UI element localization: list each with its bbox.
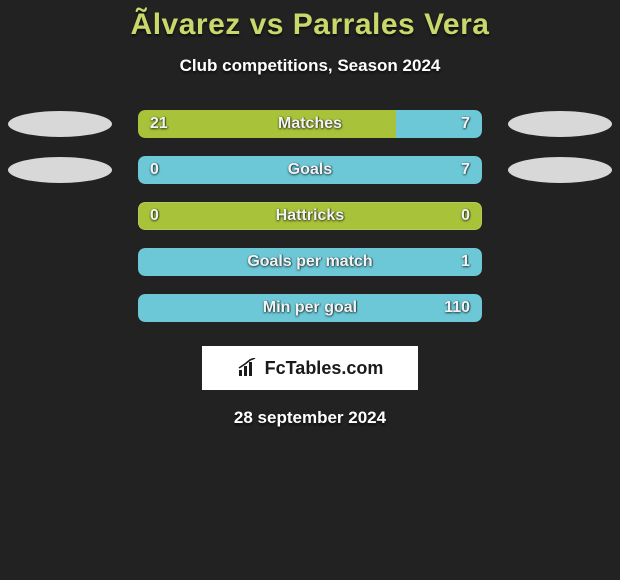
brand-badge: FcTables.com <box>202 346 418 390</box>
stat-value-right: 110 <box>444 294 470 322</box>
stat-label: Goals <box>138 156 482 184</box>
flag-spacer <box>8 203 112 229</box>
player-flag-left <box>8 157 112 183</box>
stat-bar: 0Goals7 <box>138 156 482 184</box>
flag-spacer <box>508 203 612 229</box>
stat-row: Min per goal110 <box>0 294 620 322</box>
stat-label: Matches <box>138 110 482 138</box>
comparison-card: Ãlvarez vs Parrales Vera Club competitio… <box>0 0 620 428</box>
player-flag-left <box>8 111 112 137</box>
stat-row: 0Hattricks0 <box>0 202 620 230</box>
stat-value-right: 0 <box>461 202 470 230</box>
flag-spacer <box>508 249 612 275</box>
stat-row: 21Matches7 <box>0 110 620 138</box>
stat-bar: 0Hattricks0 <box>138 202 482 230</box>
flag-spacer <box>8 295 112 321</box>
brand-text: FcTables.com <box>265 358 384 379</box>
stat-row: 0Goals7 <box>0 156 620 184</box>
stat-bar: Goals per match1 <box>138 248 482 276</box>
stat-value-right: 7 <box>461 156 470 184</box>
stat-label: Hattricks <box>138 202 482 230</box>
stat-bar: Min per goal110 <box>138 294 482 322</box>
stat-row: Goals per match1 <box>0 248 620 276</box>
date-label: 28 september 2024 <box>0 408 620 428</box>
flag-spacer <box>8 249 112 275</box>
stat-label: Goals per match <box>138 248 482 276</box>
stat-value-right: 1 <box>461 248 470 276</box>
stat-value-right: 7 <box>461 110 470 138</box>
stat-rows: 21Matches70Goals70Hattricks0Goals per ma… <box>0 110 620 322</box>
player-flag-right <box>508 157 612 183</box>
stat-label: Min per goal <box>138 294 482 322</box>
page-subtitle: Club competitions, Season 2024 <box>0 56 620 76</box>
flag-spacer <box>508 295 612 321</box>
page-title: Ãlvarez vs Parrales Vera <box>0 8 620 42</box>
player-flag-right <box>508 111 612 137</box>
stat-bar: 21Matches7 <box>138 110 482 138</box>
chart-icon <box>237 358 259 378</box>
